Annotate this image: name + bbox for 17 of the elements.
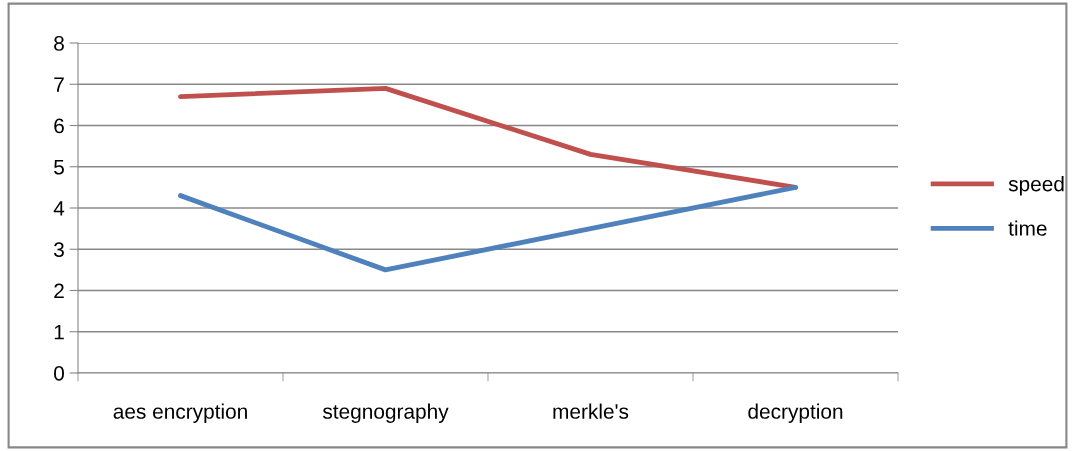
y-tick-label: 0 bbox=[54, 366, 64, 381]
line-series bbox=[178, 85, 798, 190]
y-tick-label: 3 bbox=[54, 242, 64, 257]
x-tick-label: decryption bbox=[748, 403, 843, 423]
y-tick-label: 1 bbox=[54, 324, 64, 340]
y-tick-label: 7 bbox=[54, 77, 64, 92]
x-tick-label: merkle's bbox=[553, 403, 629, 419]
legend-label: time bbox=[1008, 220, 1047, 236]
y-tick-label: 8 bbox=[54, 36, 64, 51]
x-tick-label: aes encryption bbox=[113, 403, 247, 423]
x-tick-label: stegnography bbox=[322, 403, 449, 423]
y-tick-label: 5 bbox=[54, 159, 64, 175]
line-series bbox=[178, 184, 798, 273]
y-tick-label: 4 bbox=[53, 201, 65, 216]
y-tick-label: 6 bbox=[54, 118, 64, 134]
y-tick-label: 2 bbox=[54, 283, 64, 299]
legend-label: speed bbox=[1008, 176, 1064, 196]
